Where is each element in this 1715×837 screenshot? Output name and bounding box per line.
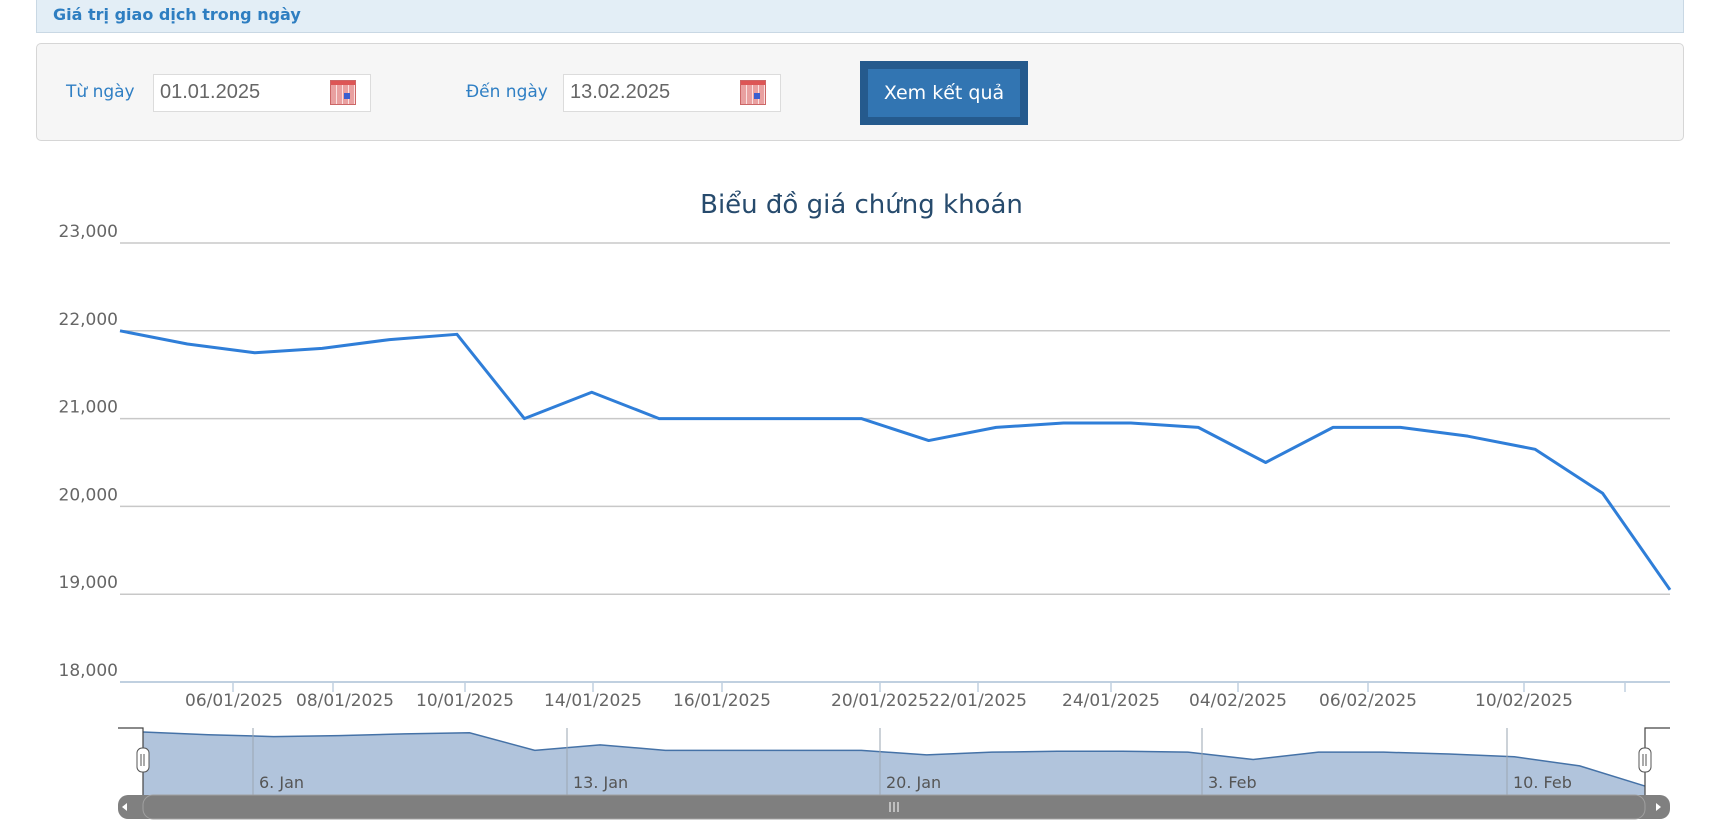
svg-text:24/01/2025: 24/01/2025 — [1062, 691, 1160, 711]
navigator-right-handle[interactable] — [1638, 747, 1652, 773]
navigator-left-handle[interactable] — [136, 747, 150, 773]
svg-text:04/02/2025: 04/02/2025 — [1189, 691, 1287, 711]
chart-title: Biểu đồ giá chứng khoán — [700, 190, 1023, 220]
date-filter-panel: Từ ngày 01.01.2025 Đến ngày 13.02.2025 X… — [36, 43, 1684, 141]
section-title: Giá trị giao dịch trong ngày — [53, 5, 301, 24]
navigator-area — [143, 732, 1645, 795]
x-axis-ticks: 06/01/2025 08/01/2025 10/01/2025 14/01/2025… — [185, 682, 1626, 711]
svg-text:21,000: 21,000 — [59, 398, 118, 418]
svg-text:06/01/2025: 06/01/2025 — [185, 691, 283, 711]
scrollbar-track[interactable] — [118, 795, 1670, 819]
svg-text:14/01/2025: 14/01/2025 — [544, 691, 642, 711]
y-axis-labels: 23,000 22,000 21,000 20,000 19,000 18,000 — [59, 222, 118, 681]
from-date-input[interactable]: 01.01.2025 — [153, 74, 371, 112]
svg-text:10/01/2025: 10/01/2025 — [416, 691, 514, 711]
section-header: Giá trị giao dịch trong ngày — [36, 0, 1684, 33]
from-date-value: 01.01.2025 — [160, 81, 261, 103]
svg-text:23,000: 23,000 — [59, 222, 118, 242]
y-gridlines — [120, 242, 1670, 595]
svg-text:08/01/2025: 08/01/2025 — [296, 691, 394, 711]
navigator-left-mask-edge — [118, 727, 144, 795]
to-date-label: Đến ngày — [466, 82, 548, 102]
navigator-right-mask-edge — [1644, 727, 1670, 795]
svg-text:22,000: 22,000 — [59, 310, 118, 330]
to-date-input[interactable]: 13.02.2025 — [563, 74, 781, 112]
view-results-button[interactable]: Xem kết quả — [860, 61, 1028, 125]
svg-text:10/02/2025: 10/02/2025 — [1475, 691, 1573, 711]
svg-text:20/01/2025: 20/01/2025 — [831, 691, 929, 711]
calendar-icon[interactable] — [740, 80, 766, 105]
from-date-label: Từ ngày — [66, 82, 135, 102]
view-results-label: Xem kết quả — [868, 69, 1020, 117]
svg-text:10. Feb: 10. Feb — [1513, 773, 1572, 792]
navigator-line — [142, 731, 1646, 787]
navigator[interactable]: 6. Jan 13. Jan 20. Jan 3. Feb 10. Feb — [118, 727, 1670, 820]
scroll-right-arrow-icon[interactable] — [1656, 803, 1661, 811]
svg-text:6. Jan: 6. Jan — [259, 773, 304, 792]
svg-text:19,000: 19,000 — [59, 573, 118, 593]
to-date-value: 13.02.2025 — [570, 81, 671, 103]
svg-text:3. Feb: 3. Feb — [1208, 773, 1257, 792]
price-series-line — [119, 329, 1672, 591]
scrollbar-thumb[interactable] — [142, 794, 1646, 820]
calendar-icon[interactable] — [330, 80, 356, 105]
svg-text:20. Jan: 20. Jan — [886, 773, 941, 792]
svg-text:18,000: 18,000 — [59, 661, 118, 681]
svg-text:13. Jan: 13. Jan — [573, 773, 628, 792]
navigator-labels: 6. Jan 13. Jan 20. Jan 3. Feb 10. Feb — [252, 728, 1572, 795]
scroll-left-arrow-icon[interactable] — [122, 803, 127, 811]
svg-text:20,000: 20,000 — [59, 485, 118, 505]
svg-text:16/01/2025: 16/01/2025 — [673, 691, 771, 711]
svg-text:06/02/2025: 06/02/2025 — [1319, 691, 1417, 711]
svg-text:22/01/2025: 22/01/2025 — [929, 691, 1027, 711]
